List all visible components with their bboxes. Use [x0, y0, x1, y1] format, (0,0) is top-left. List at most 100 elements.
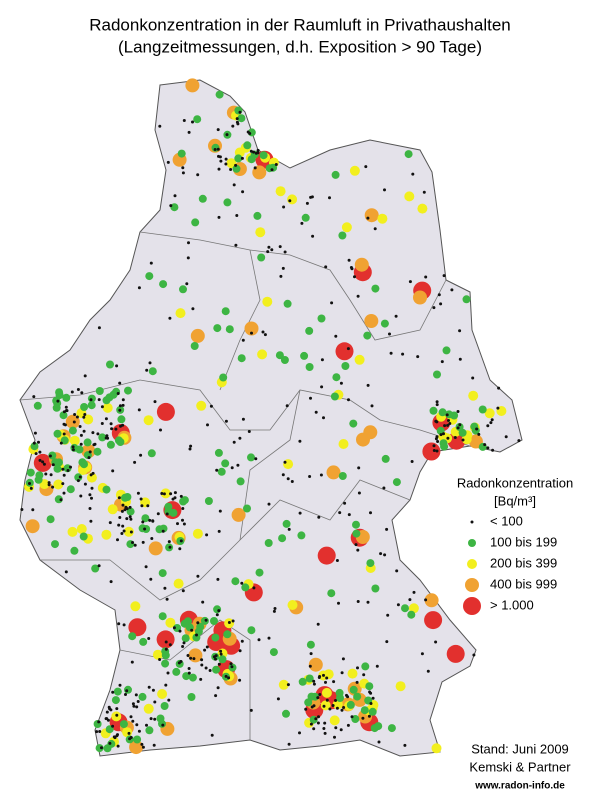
measurement-point	[107, 705, 111, 709]
measurement-point	[167, 540, 171, 544]
measurement-point	[200, 658, 204, 662]
measurement-point	[122, 623, 126, 627]
measurement-point	[156, 402, 175, 421]
measurement-point	[217, 467, 226, 476]
measurement-point	[196, 574, 200, 578]
measurement-point	[439, 433, 443, 437]
measurement-point	[91, 564, 100, 573]
measurement-point	[83, 438, 92, 447]
measurement-point	[150, 537, 154, 540]
measurement-point	[330, 301, 334, 305]
measurement-point	[306, 640, 315, 649]
measurement-point	[191, 307, 195, 311]
measurement-point	[161, 651, 170, 660]
measurement-point	[223, 630, 232, 639]
measurement-point	[145, 723, 148, 727]
measurement-point	[309, 722, 313, 726]
measurement-point	[353, 692, 362, 701]
measurement-point	[350, 715, 354, 719]
measurement-point	[217, 662, 221, 666]
measurement-point	[68, 426, 77, 435]
measurement-point	[168, 643, 172, 647]
measurement-point	[432, 444, 436, 448]
measurement-point	[356, 600, 360, 603]
measurement-point	[132, 704, 136, 708]
measurement-point	[102, 485, 111, 494]
measurement-point	[37, 440, 40, 444]
measurement-point	[88, 493, 92, 497]
measurement-point	[62, 491, 66, 495]
measurement-point	[49, 473, 53, 477]
measurement-point	[341, 222, 352, 233]
measurement-point	[206, 423, 209, 427]
measurement-point	[191, 218, 200, 227]
measurement-point	[275, 351, 284, 360]
measurement-point	[105, 710, 109, 714]
measurement-point	[312, 727, 316, 731]
legend-marker	[465, 578, 479, 592]
measurement-point	[234, 163, 238, 167]
measurement-point	[165, 597, 169, 601]
measurement-point	[190, 342, 199, 350]
measurement-point	[120, 532, 124, 535]
measurement-point	[333, 735, 336, 739]
measurement-point	[100, 405, 104, 409]
measurement-point	[227, 676, 231, 680]
measurement-point	[458, 329, 462, 333]
measurement-point	[116, 744, 120, 748]
measurement-point	[91, 431, 95, 435]
measurement-point	[147, 637, 151, 640]
measurement-point	[126, 507, 135, 516]
measurement-point	[287, 742, 291, 746]
measurement-point	[141, 540, 145, 544]
measurement-point	[153, 400, 157, 404]
measurement-point	[224, 162, 228, 166]
measurement-point	[447, 419, 450, 422]
measurement-point	[230, 665, 234, 669]
measurement-point	[329, 715, 340, 726]
measurement-point	[379, 552, 383, 556]
measurement-point	[34, 475, 43, 484]
measurement-point	[64, 570, 68, 574]
measurement-point	[71, 445, 75, 449]
measurement-point	[244, 321, 259, 336]
legend-title: Radonkonzentration	[457, 475, 573, 490]
measurement-point	[232, 164, 241, 173]
measurement-point	[317, 546, 336, 565]
measurement-point	[320, 358, 324, 362]
measurement-point	[80, 403, 89, 411]
measurement-point	[267, 636, 271, 640]
measurement-point	[62, 393, 71, 402]
measurement-point	[375, 664, 379, 668]
measurement-point	[356, 294, 360, 298]
measurement-point	[137, 408, 141, 412]
measurement-point	[185, 282, 189, 286]
measurement-point	[422, 190, 426, 194]
measurement-point	[323, 669, 334, 680]
measurement-point	[196, 400, 207, 411]
measurement-point	[178, 629, 182, 633]
measurement-point	[331, 704, 335, 707]
measurement-point	[138, 692, 147, 701]
measurement-point	[41, 460, 45, 464]
measurement-point	[328, 707, 332, 711]
measurement-point	[246, 130, 250, 134]
measurement-point	[158, 658, 162, 661]
measurement-point	[377, 740, 381, 744]
measurement-point	[162, 492, 166, 496]
measurement-point	[130, 601, 141, 612]
measurement-point	[340, 708, 344, 712]
measurement-point	[431, 743, 442, 754]
measurement-point	[371, 284, 380, 293]
measurement-point	[111, 690, 115, 694]
measurement-point	[97, 564, 101, 568]
measurement-point	[301, 213, 310, 222]
measurement-point	[121, 503, 125, 507]
measurement-point	[61, 482, 65, 486]
measurement-point	[210, 617, 218, 625]
measurement-point	[47, 481, 51, 485]
measurement-point	[287, 600, 298, 610]
measurement-point	[52, 396, 61, 405]
measurement-point	[131, 541, 134, 544]
measurement-point	[128, 505, 132, 509]
